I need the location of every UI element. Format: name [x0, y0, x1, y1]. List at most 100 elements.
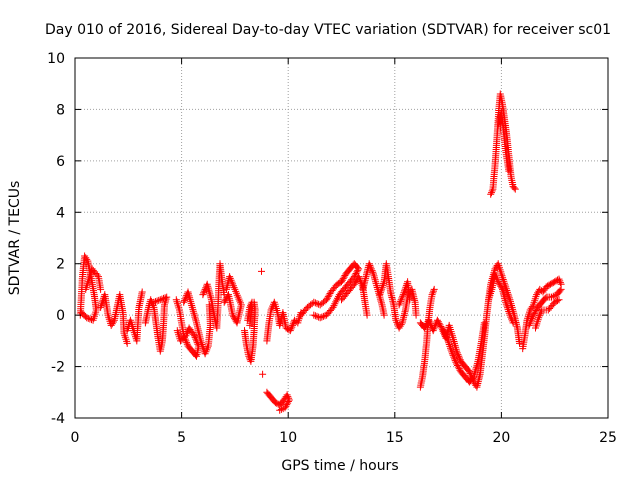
data-point	[355, 265, 363, 273]
data-point	[445, 339, 453, 347]
data-point	[324, 293, 332, 301]
data-point	[321, 312, 329, 320]
data-point	[412, 311, 420, 319]
data-point	[526, 320, 534, 328]
data-point	[446, 342, 454, 350]
data-point	[556, 287, 564, 295]
data-point	[401, 287, 408, 295]
data-point	[488, 189, 495, 197]
data-point	[355, 274, 363, 282]
y-tick-label: 10	[47, 51, 65, 67]
data-point	[88, 316, 95, 324]
data-point	[89, 316, 97, 324]
data-point	[331, 300, 339, 308]
data-point	[183, 339, 191, 347]
data-point	[445, 341, 453, 348]
data-point	[380, 280, 387, 288]
data-point	[505, 294, 513, 302]
data-point	[443, 335, 451, 343]
data-point	[323, 294, 331, 302]
data-point	[450, 353, 458, 361]
data-point	[546, 280, 554, 288]
data-point	[284, 399, 292, 407]
data-point	[430, 285, 438, 293]
data-point	[138, 288, 146, 296]
data-point	[399, 292, 407, 300]
data-point	[198, 341, 206, 348]
data-points	[76, 90, 565, 414]
data-point	[302, 305, 310, 313]
data-point	[556, 279, 564, 287]
data-point	[499, 274, 507, 282]
data-point	[158, 295, 166, 303]
data-point	[316, 314, 324, 322]
data-point	[395, 301, 403, 309]
data-point	[494, 278, 502, 286]
data-point	[315, 300, 323, 308]
data-point	[454, 363, 462, 371]
data-point	[504, 304, 511, 312]
data-point	[555, 296, 563, 304]
data-point	[532, 307, 540, 314]
data-point	[549, 292, 557, 300]
data-point	[431, 323, 439, 331]
data-point	[339, 275, 347, 283]
data-point	[288, 323, 296, 331]
data-point	[285, 396, 293, 404]
data-point	[93, 271, 101, 279]
data-point	[369, 268, 377, 276]
data-point	[283, 391, 291, 399]
grid-lines	[75, 58, 608, 418]
data-point	[247, 302, 254, 310]
data-point	[189, 307, 197, 315]
data-point	[97, 302, 105, 310]
data-point	[505, 309, 513, 317]
data-point	[456, 354, 463, 362]
data-point	[528, 303, 536, 311]
data-point	[552, 297, 560, 305]
y-tick-label: 6	[56, 154, 65, 170]
data-point	[197, 337, 205, 345]
data-point	[465, 368, 473, 376]
y-tick-label: 2	[56, 257, 65, 273]
data-point	[366, 261, 374, 269]
data-point	[109, 318, 117, 326]
data-point	[425, 316, 433, 324]
data-point	[557, 285, 565, 293]
data-point	[338, 276, 346, 284]
data-point	[281, 404, 289, 412]
data-point	[355, 273, 363, 281]
data-point	[400, 289, 408, 297]
data-point	[525, 321, 533, 329]
data-point	[200, 287, 208, 295]
data-point	[397, 297, 404, 305]
data-point	[433, 316, 441, 324]
data-point	[504, 290, 512, 298]
x-tick-label: 15	[386, 430, 404, 446]
x-tick-label: 25	[599, 430, 617, 446]
data-point	[440, 327, 448, 335]
data-point	[276, 406, 284, 414]
data-point	[397, 321, 405, 329]
data-point	[554, 297, 561, 305]
data-point	[436, 321, 444, 329]
data-point	[160, 294, 167, 302]
data-point	[284, 393, 292, 401]
data-point	[377, 289, 384, 297]
data-point	[161, 294, 169, 302]
data-point	[430, 287, 437, 295]
data-point	[230, 284, 238, 292]
data-point	[379, 281, 387, 289]
data-point	[434, 318, 442, 326]
data-point	[454, 362, 461, 369]
data-point	[353, 268, 361, 276]
data-point	[173, 327, 181, 335]
data-point	[406, 296, 414, 304]
data-point	[464, 366, 472, 374]
y-tick-label: 0	[56, 308, 65, 324]
data-point	[441, 328, 448, 336]
data-point	[469, 374, 477, 382]
data-point	[367, 265, 375, 273]
data-point	[455, 365, 463, 373]
